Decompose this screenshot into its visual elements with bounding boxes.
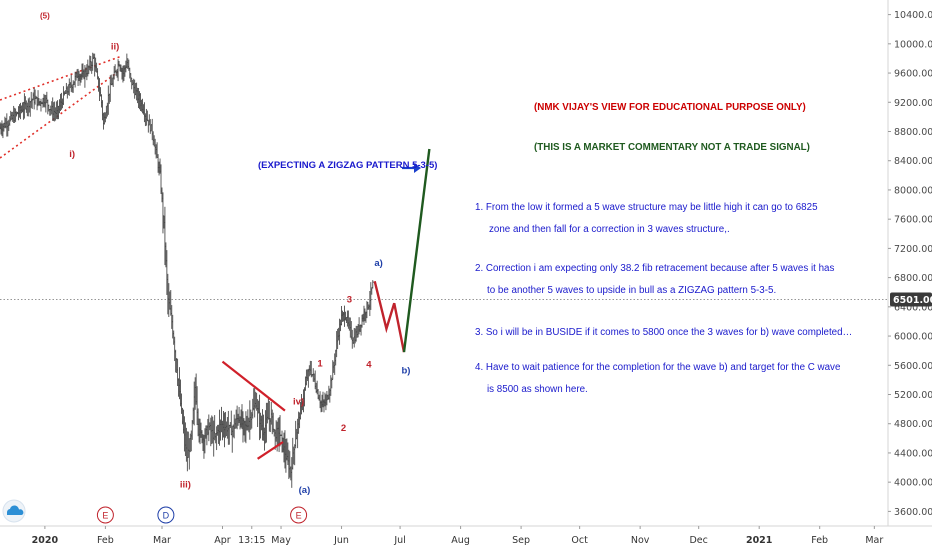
price-tick-label: 4000.00	[894, 478, 932, 489]
note-1-line-1: 1. From the low it formed a 5 wave struc…	[475, 202, 818, 213]
wave-label: 3	[347, 294, 352, 305]
time-tick-label: Aug	[451, 535, 470, 546]
price-tick-label: 6000.00	[894, 332, 932, 343]
time-tick-label: Mar	[865, 535, 883, 546]
price-tick-label: 10400.00	[894, 10, 932, 21]
price-bars	[0, 52, 374, 488]
wave-label: 4	[366, 359, 372, 370]
event-marker-circle	[96, 506, 114, 524]
wave-label: iii)	[180, 479, 191, 490]
price-tick-label: 4800.00	[894, 419, 932, 430]
projection-path	[373, 280, 406, 353]
price-tick-label: 3600.00	[894, 507, 932, 518]
wave-labels: (5) ii) i) iii) iv) (a) 1 2 3 4 a) b)	[40, 11, 410, 496]
price-tick-label: 5600.00	[894, 361, 932, 372]
wave-projection	[373, 148, 431, 353]
time-tick-label: 13:15	[238, 535, 265, 546]
annotation-expecting: (EXPECTING A ZIGZAG PATTERN 5-3-5)	[258, 160, 438, 171]
time-tick-label: Jul	[393, 535, 405, 546]
time-tick-label: 2020	[32, 535, 59, 546]
price-tick-label: 4400.00	[894, 448, 932, 459]
note-3: 3. So i will be in BUSIDE if it comes to…	[475, 327, 852, 338]
note-1-line-2: zone and then fall for a correction in 3…	[489, 224, 730, 235]
price-tick-label: 8400.00	[894, 156, 932, 167]
price-axis[interactable]: 10400.00 10000.00 9600.00 9200.00 8800.00 840…	[887, 0, 932, 526]
triangle-pattern	[221, 360, 286, 460]
price-tick-label: 7200.00	[894, 244, 932, 255]
note-2-line-1: 2. Correction i am expecting only 38.2 f…	[475, 263, 835, 274]
event-marker[interactable]: E	[290, 506, 308, 524]
projection-path	[402, 148, 431, 353]
time-tick-label: Apr	[214, 535, 231, 546]
event-marker-letter: D	[163, 511, 170, 521]
time-tick-label: Dec	[689, 535, 707, 546]
price-tick-label: 5200.00	[894, 390, 932, 401]
wedge-upper-line	[0, 55, 123, 101]
triangle-line	[221, 360, 286, 412]
wave-label: (a)	[299, 485, 311, 496]
price-tick-label: 6400.00	[894, 302, 932, 313]
wave-label: (5)	[40, 11, 50, 20]
time-tick-label: Feb	[97, 535, 114, 546]
last-price-tag: 6501.00	[890, 292, 932, 307]
price-bar	[371, 280, 374, 289]
price-tick-label: 6800.00	[894, 273, 932, 284]
tradingview-cloud-icon[interactable]	[2, 499, 26, 523]
wave-label: iv)	[293, 397, 304, 408]
note-4-line-2: is 8500 as shown here.	[487, 384, 588, 395]
time-tick-label: 2021	[746, 535, 772, 546]
event-marker-letter: E	[296, 511, 302, 521]
triangle-line	[257, 441, 284, 460]
time-tick-label: Mar	[153, 535, 171, 546]
wave-label: 2	[341, 423, 346, 434]
time-tick-label: Oct	[571, 535, 588, 546]
wave-label: b)	[401, 365, 410, 376]
price-tick-label: 10000.00	[894, 39, 932, 50]
disclaimer-commentary: (THIS IS A MARKET COMMENTARY NOT A TRADE…	[534, 142, 810, 153]
event-marker[interactable]: D	[157, 506, 175, 524]
time-tick-label: Feb	[811, 535, 828, 546]
price-tick-label: 9600.00	[894, 69, 932, 80]
event-marker[interactable]: E	[96, 506, 114, 524]
note-3-line-1: 3. So i will be in BUSIDE if it comes to…	[475, 327, 853, 338]
note-2-line-2: to be another 5 waves to upside in bull …	[487, 285, 777, 296]
time-tick-label: May	[271, 535, 291, 546]
price-tick-label: 8800.00	[894, 127, 932, 138]
disclaimer-educational: (NMK VIJAY'S VIEW FOR EDUCATIONAL PURPOS…	[534, 102, 806, 113]
event-marker-circle	[290, 506, 308, 524]
note-2: 2. Correction i am expecting only 38.2 f…	[475, 263, 834, 296]
time-tick-label: Nov	[631, 535, 650, 546]
price-tick-label: 9200.00	[894, 98, 932, 109]
event-marker-letter: E	[102, 511, 108, 521]
wave-label: ii)	[111, 42, 119, 53]
note-4-line-1: 4. Have to wait patience for the complet…	[475, 362, 841, 373]
time-tick-label: Sep	[512, 535, 530, 546]
wave-label: i)	[69, 149, 75, 160]
event-marker-circle	[157, 506, 175, 524]
wave-label: 1	[317, 359, 323, 370]
time-axis[interactable]: 2020 Feb Mar Apr 13:15 May Jun Jul Aug Sep Oct Nov D…	[0, 525, 932, 546]
note-4: 4. Have to wait patience for the complet…	[475, 362, 840, 395]
last-price-label: 6501.00	[893, 295, 932, 306]
wedge-lower-line	[0, 71, 119, 159]
time-tick-label: Jun	[333, 535, 349, 546]
wave-label: a)	[374, 258, 382, 269]
right-arrow-icon	[402, 163, 421, 173]
note-1: 1. From the low it formed a 5 wave struc…	[475, 202, 818, 235]
price-tick-label: 7600.00	[894, 215, 932, 226]
price-tick-label: 8000.00	[894, 185, 932, 196]
